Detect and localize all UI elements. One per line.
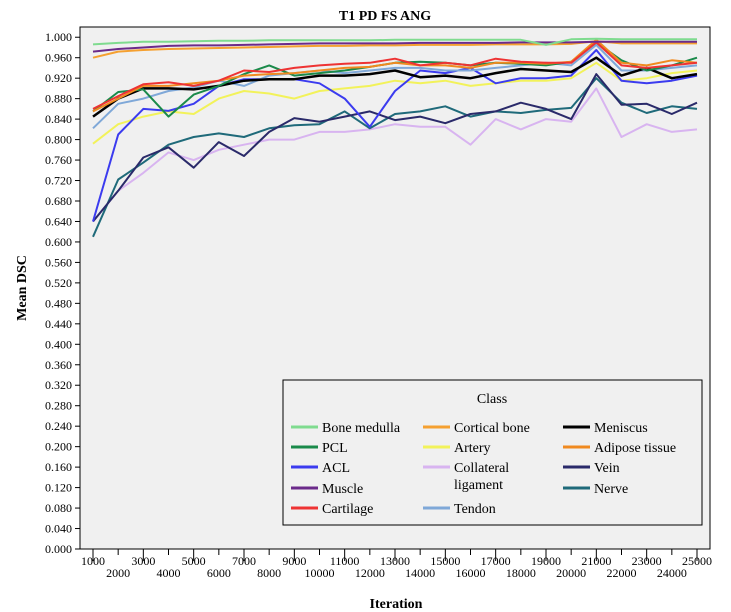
series-line-meniscus [92,56,698,118]
x-tick-label: 2000 [106,566,130,580]
y-tick-label: 0.360 [45,358,72,372]
y-tick-label: 0.040 [45,522,72,536]
y-tick-label: 0.160 [45,460,72,474]
x-axis-label: Iteration [370,597,423,612]
y-tick-label: 0.320 [45,378,72,392]
y-tick-label: 0.120 [45,481,72,495]
y-tick-label: 0.480 [45,296,72,310]
chart-title: T1 PD FS ANG [339,9,431,24]
series-line-vein [92,73,698,223]
y-tick-label: 0.720 [45,174,72,188]
x-tick-label: 18000 [506,566,536,580]
y-tick-label: 0.200 [45,440,72,454]
legend-label-muscle: Muscle [322,482,363,497]
y-tick-label: 0.840 [45,112,72,126]
legend-label-meniscus: Meniscus [594,421,648,436]
x-tick-label: 17000 [481,554,511,568]
x-tick-label: 19000 [531,554,561,568]
legend-label-acl: ACL [322,461,350,476]
y-tick-label: 0.000 [45,542,72,556]
legend-label-cortical-bone: Cortical bone [454,421,530,436]
x-tick-label: 12000 [355,566,385,580]
series-line-bone-medulla [92,37,697,46]
y-axis-label: Mean DSC [15,255,30,321]
series-line-muscle [92,40,697,53]
legend-label-pcl: PCL [322,441,348,456]
x-tick-label: 24000 [657,566,687,580]
x-tick-label: 1000 [81,554,105,568]
y-tick-label: 1.000 [45,30,72,44]
y-tick-label: 0.520 [45,276,72,290]
x-tick-label: 8000 [257,566,281,580]
y-tick-label: 0.080 [45,501,72,515]
x-tick-label: 4000 [157,566,181,580]
series-line-nerve [92,77,698,238]
y-tick-label: 0.280 [45,399,72,413]
series-line-collateral-ligament [92,87,698,223]
legend-label-artery: Artery [454,441,491,456]
x-tick-label: 22000 [607,566,637,580]
y-tick-label: 0.240 [45,419,72,433]
y-tick-label: 0.800 [45,133,72,147]
x-tick-label: 3000 [131,554,155,568]
y-tick-label: 0.400 [45,337,72,351]
legend-label-nerve: Nerve [594,482,628,497]
y-axis: 0.000 0.040 0.080 0.120 0.160 0.200 0.240 0.280… [45,30,80,556]
x-tick-label: 20000 [556,566,586,580]
x-tick-label: 14000 [405,566,435,580]
legend-label-bone-medulla: Bone medulla [322,421,401,436]
series-line-artery [92,61,698,145]
x-tick-label: 15000 [430,554,460,568]
x-tick-label: 21000 [581,554,611,568]
legend-box [282,379,703,526]
y-tick-label: 0.600 [45,235,72,249]
legend: Class Bone medulla PCL ACL Muscle Cartilage C… [282,379,703,526]
x-tick-label: 5000 [182,554,206,568]
y-tick-label: 0.680 [45,194,72,208]
series-line-tendon [92,43,698,130]
legend-title: Class [477,392,507,407]
y-tick-label: 0.440 [45,317,72,331]
legend-label-tendon: Tendon [454,502,496,517]
x-tick-label: 25000 [682,554,712,568]
y-tick-label: 0.880 [45,92,72,106]
y-tick-label: 0.560 [45,255,72,269]
x-tick-label: 9000 [282,554,306,568]
series-line-acl [92,49,698,222]
x-tick-label: 16000 [456,566,486,580]
x-tick-label: 23000 [632,554,662,568]
y-tick-label: 0.760 [45,153,72,167]
x-tick-label: 6000 [207,566,231,580]
legend-label-adipose-tissue: Adipose tissue [594,441,676,456]
x-tick-label: 7000 [232,554,256,568]
series-lines [92,37,698,238]
legend-label-collateral-ligament: Collateral ligament [454,461,509,493]
y-tick-label: 0.640 [45,214,72,228]
x-tick-label: 11000 [330,554,360,568]
x-tick-label: 10000 [305,566,335,580]
x-axis: 1000200030004000500060007000800090001000… [81,549,712,580]
y-tick-label: 0.920 [45,71,72,85]
legend-label-vein: Vein [594,461,620,476]
x-tick-label: 13000 [380,554,410,568]
y-tick-label: 0.960 [45,51,72,65]
legend-label-cartilage: Cartilage [322,502,373,517]
